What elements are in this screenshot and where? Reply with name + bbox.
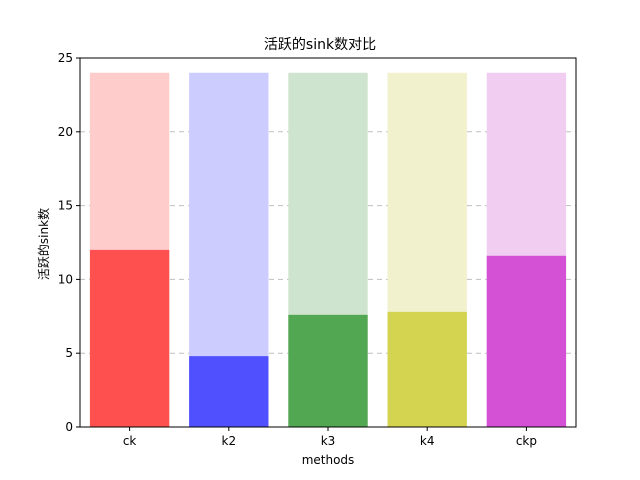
y-tick-label: 0 [65,420,73,434]
bars-layer [89,72,567,427]
x-axis-ticks: ck k2 k3 k4 ckp [123,427,537,448]
y-axis-label: 活跃的sink数 [36,208,51,280]
y-tick-label: 10 [58,272,73,286]
y-tick-label: 5 [65,346,73,360]
y-tick-label: 20 [58,125,73,139]
x-tick-label-ck: ck [123,434,137,448]
y-tick-label: 15 [58,199,73,213]
y-axis-ticks: 0 5 10 15 20 25 [58,51,80,434]
y-tick-label: 25 [58,51,73,65]
x-tick-label-k2: k2 [222,434,237,448]
active-bar-k4 [387,311,467,427]
x-tick-label-k3: k3 [321,434,336,448]
x-axis-label: methods [302,453,355,467]
x-tick-label-ckp: ckp [516,434,537,448]
active-bar-k2 [189,356,269,427]
x-tick-label-k4: k4 [420,434,435,448]
active-bar-ck [89,249,170,427]
active-bar-k3 [288,314,368,427]
chart-title: 活跃的sink数对比 [264,37,376,53]
active-bar-ckp [486,255,567,427]
